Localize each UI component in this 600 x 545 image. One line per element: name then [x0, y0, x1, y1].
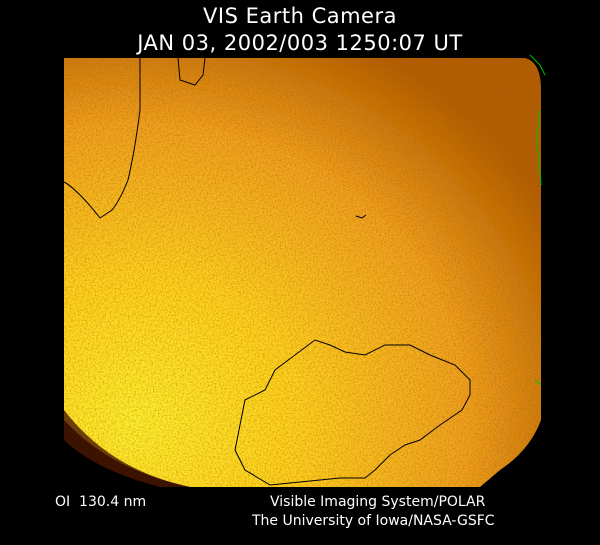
image-timestamp: JAN 03, 2002/003 1250:07 UT — [137, 31, 463, 55]
image-title: VIS Earth Camera — [203, 4, 397, 28]
coastlines — [63, 57, 471, 486]
filter-label: OI 130.4 nm — [55, 494, 147, 510]
credit-label: The University of Iowa/NASA-GSFC — [252, 513, 495, 529]
image-disk — [64, 58, 541, 487]
edge-coastlines — [529, 54, 546, 386]
limb-dark-band — [64, 410, 190, 487]
instrument-label: Visible Imaging System/POLAR — [270, 494, 486, 510]
